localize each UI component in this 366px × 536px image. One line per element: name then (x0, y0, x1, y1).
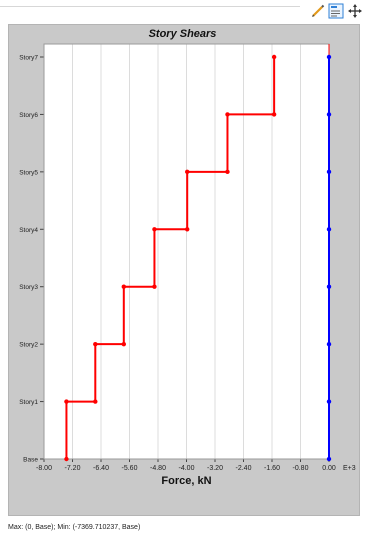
x-scale-label: E+3 (343, 465, 356, 472)
series-point (93, 399, 98, 404)
pan-move-icon[interactable] (347, 3, 363, 19)
y-tick-label: Base (23, 457, 38, 464)
series-point (271, 54, 277, 60)
y-tick-label: Story7 (19, 55, 38, 62)
series-point (225, 112, 230, 117)
x-axis-label: Force, kN (161, 475, 211, 487)
y-tick-label: Story6 (19, 112, 38, 119)
pencil-icon[interactable] (310, 3, 326, 19)
series-point (225, 169, 230, 175)
series-layer (64, 54, 332, 462)
series-point (185, 227, 190, 232)
series-point (326, 54, 332, 60)
series-point (326, 112, 332, 117)
series-point (326, 227, 332, 232)
x-tick-label: -5.60 (122, 465, 138, 472)
x-tick-label: -1.60 (264, 465, 280, 472)
series-point (185, 169, 190, 175)
chart-properties-icon[interactable] (328, 3, 344, 19)
x-tick-label: -4.00 (179, 465, 195, 472)
x-tick-label: -0.80 (293, 465, 309, 472)
y-tick-label: Story2 (19, 342, 38, 349)
y-tick-label: Story3 (19, 284, 38, 291)
series-point (326, 341, 332, 347)
x-tick-label: 0.00 (322, 465, 336, 472)
x-tick-label: -4.80 (150, 465, 166, 472)
series-line (65, 57, 276, 459)
series-point (121, 341, 127, 347)
status-bar-text: Max: (0, Base); Min: (-7369.710237, Base… (8, 524, 141, 531)
series-point (93, 341, 98, 347)
chart-title: Story Shears (149, 28, 217, 40)
series-point (326, 284, 332, 289)
toolbar-divider (0, 6, 300, 7)
x-tick-label: -7.20 (65, 465, 81, 472)
y-tick-label: Story4 (19, 227, 38, 234)
x-tick-label: -8.00 (36, 465, 52, 472)
series-point (271, 112, 277, 117)
y-tick-label: Story5 (19, 169, 38, 176)
series-point (121, 284, 127, 289)
series-point (326, 169, 332, 175)
y-tick-label: Story1 (19, 399, 38, 406)
x-tick-label: -3.20 (207, 465, 223, 472)
series-point (326, 456, 332, 462)
x-tick-label: -6.40 (93, 465, 109, 472)
x-tick-label: -2.40 (236, 465, 252, 472)
series-point (64, 456, 69, 462)
series-point (152, 227, 157, 232)
series-point (152, 284, 157, 289)
series-point (64, 399, 69, 404)
chart-toolbar (0, 0, 366, 22)
series-point (326, 399, 332, 404)
